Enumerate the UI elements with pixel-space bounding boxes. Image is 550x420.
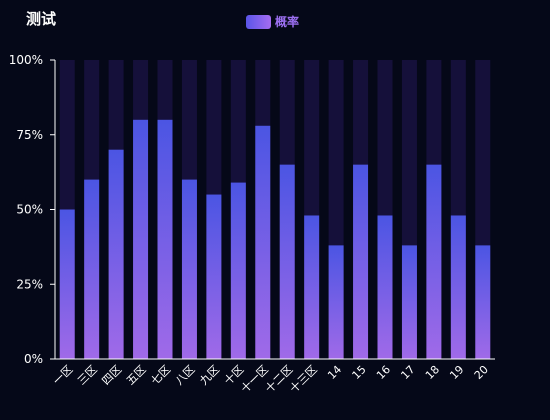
bars — [59, 119, 491, 360]
x-tick-label: 16 — [374, 363, 393, 382]
y-axis-ticks: 0% 25% 50% 75% 100% — [9, 53, 55, 366]
y-tick-label: 75% — [16, 128, 43, 142]
x-tick-label: 19 — [447, 363, 466, 382]
bar[interactable] — [255, 125, 271, 359]
y-tick-label: 0% — [24, 352, 43, 366]
x-tick-label: 五区 — [124, 363, 149, 388]
bar[interactable] — [108, 149, 124, 359]
x-tick-label: 八区 — [173, 363, 198, 388]
x-tick-label: 17 — [398, 363, 417, 382]
x-tick-label: 15 — [350, 363, 369, 382]
bar[interactable] — [475, 245, 491, 359]
x-tick-label: 一区 — [51, 363, 76, 388]
x-tick-label: 九区 — [197, 363, 222, 388]
bar[interactable] — [304, 215, 320, 359]
bar[interactable] — [450, 215, 466, 359]
chart-title: 测试 — [26, 10, 57, 28]
legend[interactable]: 概率 — [246, 13, 299, 30]
bar[interactable] — [328, 245, 344, 359]
x-tick-label: 20 — [472, 363, 491, 382]
bar[interactable] — [230, 182, 246, 359]
bar-tracks — [59, 60, 491, 359]
bar[interactable] — [206, 194, 222, 359]
x-tick-label: 14 — [325, 363, 344, 382]
y-tick-label: 50% — [16, 203, 43, 217]
bar[interactable] — [401, 245, 417, 359]
legend-swatch — [246, 14, 271, 29]
bar[interactable] — [84, 179, 100, 359]
x-tick-label: 十三区 — [287, 362, 320, 395]
bar[interactable] — [157, 119, 173, 359]
x-tick-label: 18 — [423, 363, 442, 382]
bar[interactable] — [133, 119, 149, 359]
legend-label: 概率 — [275, 15, 300, 29]
bar[interactable] — [279, 164, 295, 359]
x-tick-label: 四区 — [99, 363, 124, 388]
bar[interactable] — [181, 179, 197, 359]
bar[interactable] — [377, 215, 393, 359]
y-tick-label: 25% — [16, 277, 43, 291]
bar[interactable] — [426, 164, 442, 359]
bar[interactable] — [353, 164, 369, 359]
y-tick-label: 100% — [9, 53, 43, 67]
bar[interactable] — [59, 209, 75, 360]
x-tick-label: 三区 — [75, 363, 100, 388]
x-tick-label: 七区 — [148, 363, 173, 388]
